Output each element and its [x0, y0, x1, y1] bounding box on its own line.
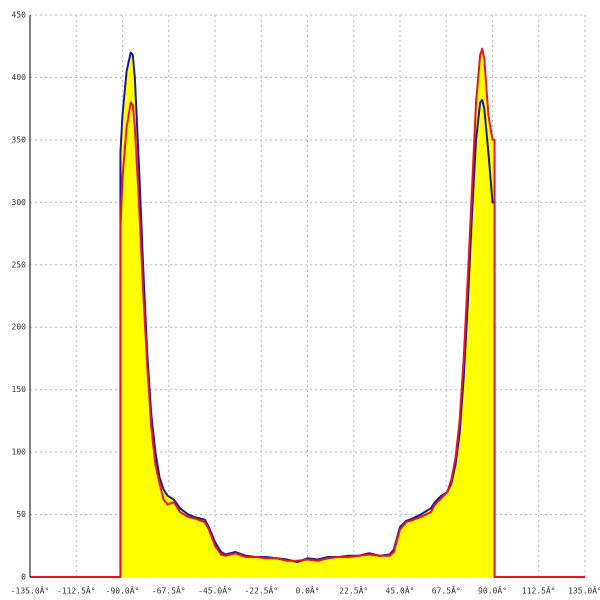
- x-tick-label: -22.5Â°: [244, 585, 278, 596]
- x-tick-label: 112.5Â°: [522, 585, 556, 596]
- x-tick-label: 135.0Â°: [568, 585, 600, 596]
- y-tick-label: 250: [12, 260, 27, 269]
- x-tick-label: 67.5Â°: [432, 585, 461, 596]
- y-tick-label: 400: [12, 73, 27, 82]
- x-tick-label: 90.0Â°: [478, 585, 507, 596]
- y-tick-label: 300: [12, 198, 27, 207]
- y-tick-label: 450: [12, 11, 27, 20]
- line: [30, 47, 585, 578]
- y-tick-label: 200: [12, 323, 27, 332]
- x-tick-label: -112.5Â°: [57, 585, 96, 596]
- y-tick-label: 100: [12, 448, 27, 457]
- x-tick-label: -67.5Â°: [152, 585, 186, 596]
- x-tick-label: -135.0Â°: [11, 585, 50, 596]
- y-tick-label: 350: [12, 135, 27, 144]
- area: [30, 48, 585, 578]
- x-tick-label: 22.5Â°: [339, 585, 368, 596]
- y-tick-label: 50: [16, 510, 26, 519]
- y-tick-label: 150: [12, 385, 27, 394]
- y-tick-label: 0: [21, 573, 26, 582]
- x-tick-label: 45.0Â°: [386, 585, 415, 596]
- x-tick-label: -90.0Â°: [106, 585, 140, 596]
- x-tick-label: -45.0Â°: [198, 585, 232, 596]
- x-tick-label: 0.0Â°: [295, 585, 319, 596]
